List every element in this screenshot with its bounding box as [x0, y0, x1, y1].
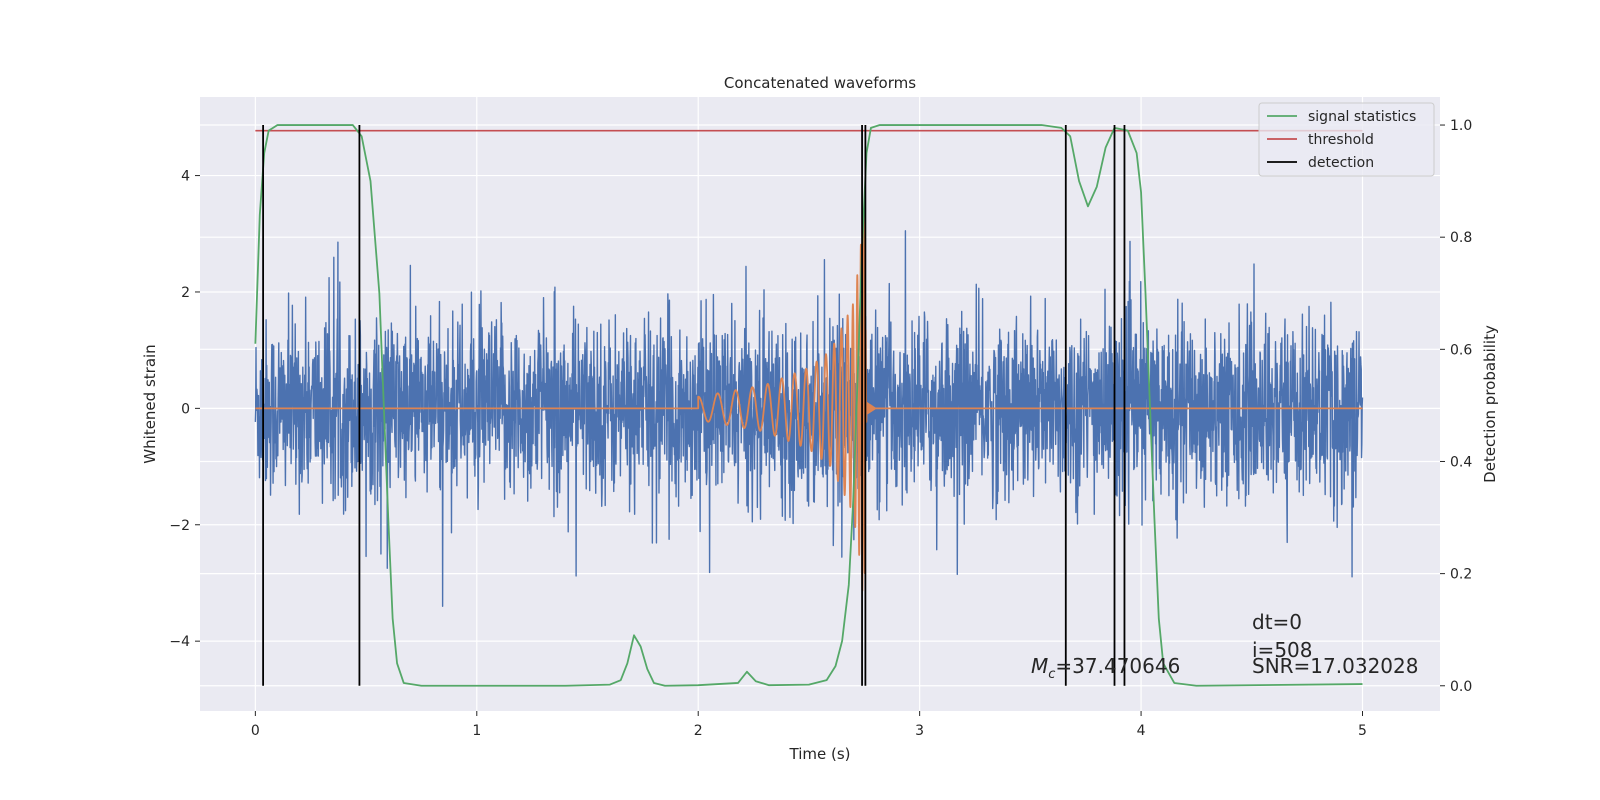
- annotations: Mc=37.470646 dt=0 i=508 SNR=17.032028: [1031, 610, 1418, 682]
- x-tick-label: 2: [694, 723, 703, 739]
- grid: [200, 97, 1440, 711]
- chirp-mass-annotation: Mc=37.470646: [1031, 654, 1180, 682]
- x-tick-label: 3: [915, 723, 924, 739]
- y2-axis-label: Detection probability: [1481, 325, 1499, 483]
- chirp-mass-value: =37.470646: [1055, 654, 1180, 678]
- y2-tick-label: 0.8: [1450, 230, 1472, 246]
- y-tick-label: −4: [169, 634, 190, 650]
- x-axis-label: Time (s): [789, 745, 851, 763]
- y2-tick-label: 0.2: [1450, 567, 1472, 583]
- legend-label-signal-statistics: signal statistics: [1308, 109, 1416, 125]
- y2-tick-label: 1.0: [1450, 118, 1472, 134]
- y-tick-label: 0: [181, 401, 190, 417]
- series-layer: [254, 124, 1364, 687]
- chart-title: Concatenated waveforms: [724, 74, 916, 92]
- index-annotation: i=508: [1252, 638, 1313, 662]
- series-whitened-strain: [254, 230, 1364, 607]
- legend-label-detection: detection: [1308, 155, 1374, 171]
- y-tick-label: 4: [181, 169, 190, 185]
- snr-annotation: SNR=17.032028: [1252, 654, 1418, 678]
- series-signal-statistics: [254, 124, 1363, 687]
- chirp-mass-symbol: M: [1031, 654, 1048, 678]
- y-tick-label: −2: [169, 518, 190, 534]
- x-tick-label: 1: [472, 723, 481, 739]
- y-axis-label: Whitened strain: [141, 344, 159, 463]
- y-tick-label: 2: [181, 285, 190, 301]
- x-tick-label: 5: [1358, 723, 1367, 739]
- y2-tick-label: 0.0: [1450, 679, 1472, 695]
- legend: signal statistics threshold detection: [1258, 102, 1435, 177]
- y2-tick-label: 0.4: [1450, 454, 1472, 470]
- ticks: 0 1 2 3 4 5 −4 −2 0 2 4 0.0 0.2 0.4 0.6 0.8 1.0: [169, 118, 1472, 739]
- legend-label-threshold: threshold: [1308, 132, 1374, 148]
- legend-box: [1258, 102, 1435, 177]
- dt-annotation: dt=0: [1252, 610, 1302, 634]
- x-tick-label: 0: [251, 723, 260, 739]
- series-injected-signal: [255, 209, 1363, 592]
- y2-tick-label: 0.6: [1450, 342, 1472, 358]
- x-tick-label: 4: [1137, 723, 1146, 739]
- chirp-mass-subscript: c: [1048, 667, 1055, 682]
